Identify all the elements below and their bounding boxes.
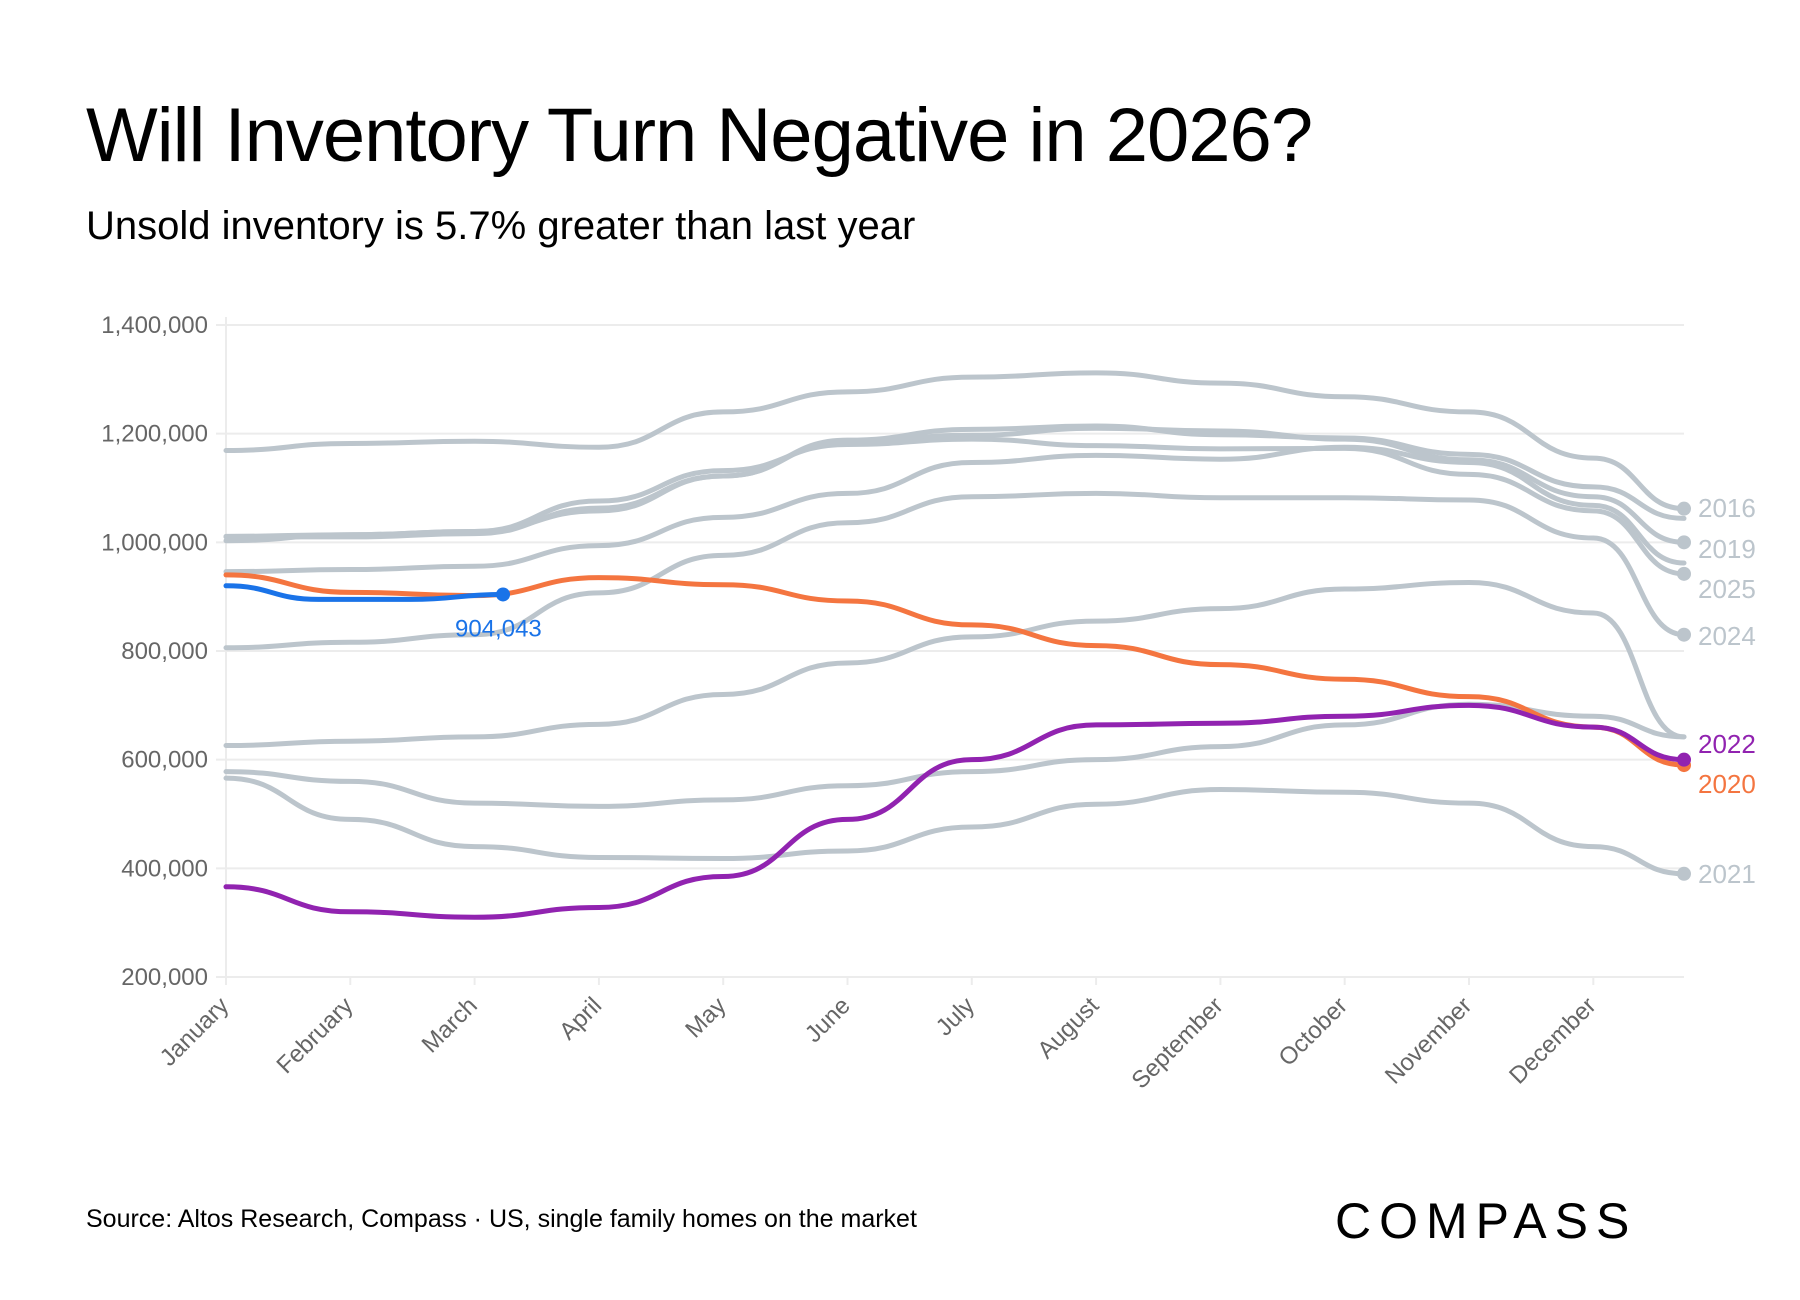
x-tick-label: September [1127, 992, 1229, 1094]
y-tick-label: 400,000 [121, 855, 208, 882]
x-tick-label: November [1380, 992, 1477, 1089]
x-tick-label: May [680, 992, 731, 1043]
y-tick-label: 1,000,000 [101, 529, 208, 556]
series-endpoint-2024 [1677, 627, 1691, 642]
series-lines [223, 370, 1691, 920]
y-tick-label: 600,000 [121, 747, 208, 774]
y-axis-ticks: 200,000 400,000 600,000 800,000 1,000,000 1,2… [101, 312, 208, 991]
y-tick-label: 1,200,000 [101, 421, 208, 448]
series-line-2015 [223, 701, 1687, 809]
current-value-annotation: 904,043 [455, 615, 542, 642]
x-tick-label: January [155, 992, 234, 1071]
chart-title: Will Inventory Turn Negative in 2026? [86, 93, 1313, 178]
series-label-2022: 2022 [1698, 729, 1756, 759]
series-endpoint-2022 [1677, 752, 1691, 767]
series-line-2019 [223, 425, 1687, 545]
source-note: Source: Altos Research, Compass · US, si… [86, 1205, 917, 1233]
grid-lines [216, 317, 1684, 985]
series-labels: 2016 2019 2025 2024 2021 2020 2022 904,043 [455, 493, 1756, 889]
series-label-2024: 2024 [1698, 621, 1756, 651]
x-tick-label: June [800, 992, 856, 1048]
series-endpoint-2016 [1677, 501, 1691, 516]
y-tick-label: 200,000 [121, 964, 208, 991]
series-line-2025 [223, 436, 1687, 577]
x-tick-label: December [1504, 992, 1601, 1089]
series-line-2026 [223, 583, 506, 602]
series-label-2020: 2020 [1698, 769, 1756, 799]
y-tick-label: 1,400,000 [101, 312, 208, 339]
series-endpoint-2025 [1677, 566, 1691, 581]
series-label-2019: 2019 [1698, 534, 1756, 564]
x-axis-ticks: January February March April May June July Augu… [155, 992, 1602, 1094]
series-endpoint-2026 [496, 587, 511, 602]
x-tick-label: March [417, 992, 483, 1058]
x-tick-label: July [931, 992, 980, 1041]
series-line-2023 [223, 580, 1687, 749]
series-label-2021: 2021 [1698, 859, 1756, 889]
x-tick-label: February [272, 992, 359, 1079]
x-tick-label: April [554, 992, 607, 1045]
x-tick-label: October [1273, 992, 1352, 1071]
series-label-2016: 2016 [1698, 493, 1756, 523]
series-line-2024 [223, 490, 1687, 651]
series-line-2018 [223, 444, 1687, 575]
series-endpoint-2021 [1677, 866, 1691, 881]
compass-logo: COMPASS [1335, 1193, 1638, 1249]
series-line-2016 [223, 370, 1687, 512]
series-label-2025: 2025 [1698, 574, 1756, 604]
series-endpoint-2019 [1677, 535, 1691, 550]
x-tick-label: August [1032, 992, 1104, 1064]
series-line-2021 [223, 775, 1687, 877]
series-line-2022 [223, 702, 1687, 920]
chart-subtitle: Unsold inventory is 5.7% greater than la… [86, 204, 916, 248]
y-tick-label: 800,000 [121, 638, 208, 665]
